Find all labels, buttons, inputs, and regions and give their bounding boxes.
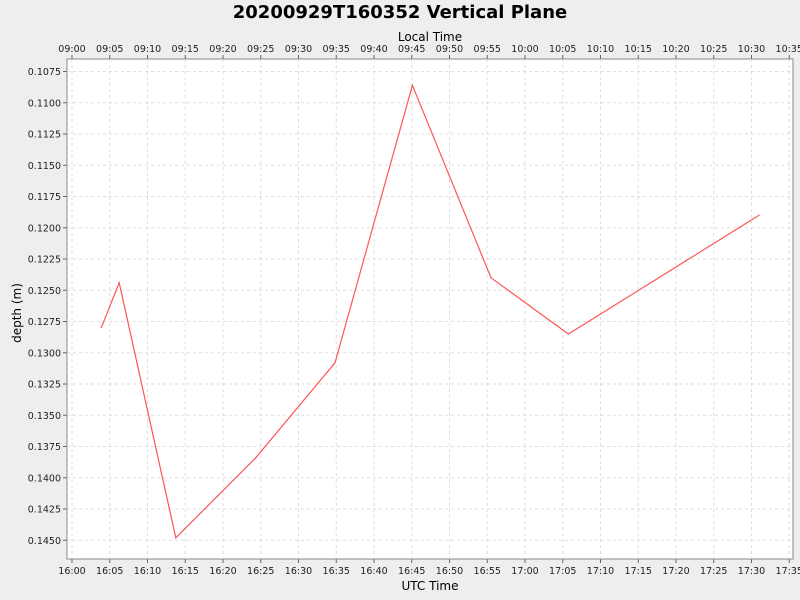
- x-utc-tick-label: 16:25: [247, 566, 274, 577]
- y-tick-label: 0.1200: [28, 223, 61, 234]
- x-local-tick-label: 10:30: [738, 44, 765, 55]
- y-tick-label: 0.1350: [28, 411, 61, 422]
- x-local-tick-label: 09:25: [247, 44, 274, 55]
- x-utc-tick-label: 16:00: [58, 566, 85, 577]
- x-local-tick-label: 10:15: [625, 44, 652, 55]
- y-tick-label: 0.1100: [28, 98, 61, 109]
- y-tick-label: 0.1150: [28, 161, 61, 172]
- y-tick-label: 0.1125: [28, 130, 61, 141]
- x-utc-tick-label: 17:30: [738, 566, 765, 577]
- data-point: [118, 282, 120, 284]
- gridlines: [67, 59, 793, 559]
- x-local-tick-label: 09:45: [398, 44, 425, 55]
- x-local-tick-label: 09:10: [134, 44, 161, 55]
- x-local-tick-label: 10:00: [511, 44, 538, 55]
- x-utc-tick-label: 16:45: [398, 566, 425, 577]
- x-utc-tick-label: 17:35: [776, 566, 800, 577]
- chart-title: 20200929T160352 Vertical Plane: [233, 2, 567, 23]
- data-point: [175, 537, 177, 539]
- x-axis-label: UTC Time: [402, 579, 459, 593]
- x-utc-tick-label: 16:15: [172, 566, 199, 577]
- data-point: [334, 362, 336, 364]
- x-local-tick-label: 10:10: [587, 44, 614, 55]
- x-local-tick-label: 09:20: [209, 44, 236, 55]
- data-point: [411, 84, 413, 86]
- y-tick-label: 0.1250: [28, 286, 61, 297]
- x-utc-tick-label: 16:35: [323, 566, 350, 577]
- x-local-tick-label: 09:55: [474, 44, 501, 55]
- x-utc-tick-label: 17:10: [587, 566, 614, 577]
- x-utc-tick-label: 16:10: [134, 566, 161, 577]
- x-utc-tick-label: 16:30: [285, 566, 312, 577]
- x-local-tick-label: 09:00: [58, 44, 85, 55]
- x-utc-tick-label: 16:55: [474, 566, 501, 577]
- x-local-tick-label: 10:20: [662, 44, 689, 55]
- top-axis-label: Local Time: [398, 30, 462, 44]
- y-tick-label: 0.1400: [28, 473, 61, 484]
- y-axis-label: depth (m): [10, 283, 24, 343]
- x-utc-tick-label: 16:05: [96, 566, 123, 577]
- y-tick-label: 0.1275: [28, 317, 61, 328]
- y-tick-label: 0.1075: [28, 67, 61, 78]
- y-axis-ticks: 0.1075 0.1100 0.1125 0.1150 0.1175 0.1200 0.12…: [28, 67, 67, 547]
- x-local-tick-label: 10:25: [700, 44, 727, 55]
- series-layer: [100, 83, 760, 539]
- y-tick-label: 0.1450: [28, 536, 61, 547]
- x-local-tick-label: 09:40: [360, 44, 387, 55]
- x-utc-tick-label: 16:50: [436, 566, 463, 577]
- plot-area: [66, 58, 794, 560]
- x-local-tick-label: 09:50: [436, 44, 463, 55]
- data-point: [758, 214, 760, 216]
- x-utc-tick-label: 16:20: [209, 566, 236, 577]
- x-axis-utc-ticks: 16:00 16:05 16:10 16:15 16:20 16:25 16:30 16:35…: [58, 559, 800, 577]
- y-tick-label: 0.1325: [28, 380, 61, 391]
- data-point: [100, 327, 102, 329]
- x-utc-tick-label: 17:20: [662, 566, 689, 577]
- y-tick-label: 0.1375: [28, 442, 61, 453]
- data-point: [255, 457, 257, 459]
- x-utc-tick-label: 17:00: [511, 566, 538, 577]
- x-local-tick-label: 09:35: [323, 44, 350, 55]
- x-utc-tick-label: 16:40: [360, 566, 387, 577]
- y-tick-label: 0.1225: [28, 255, 61, 266]
- y-tick-label: 0.1175: [28, 192, 61, 203]
- x-utc-tick-label: 17:25: [700, 566, 727, 577]
- x-local-tick-label: 09:05: [96, 44, 123, 55]
- y-tick-label: 0.1300: [28, 348, 61, 359]
- y-tick-label: 0.1425: [28, 505, 61, 516]
- x-utc-tick-label: 17:05: [549, 566, 576, 577]
- x-utc-tick-label: 17:15: [625, 566, 652, 577]
- x-local-tick-label: 10:05: [549, 44, 576, 55]
- x-local-tick-label: 09:15: [172, 44, 199, 55]
- data-point: [490, 277, 492, 279]
- x-local-tick-label: 10:35: [776, 44, 800, 55]
- x-local-tick-label: 09:30: [285, 44, 312, 55]
- data-point: [567, 333, 570, 335]
- x-axis-local-ticks: 09:00 09:05 09:10 09:15 09:20 09:25 09:30 09:35…: [58, 44, 800, 59]
